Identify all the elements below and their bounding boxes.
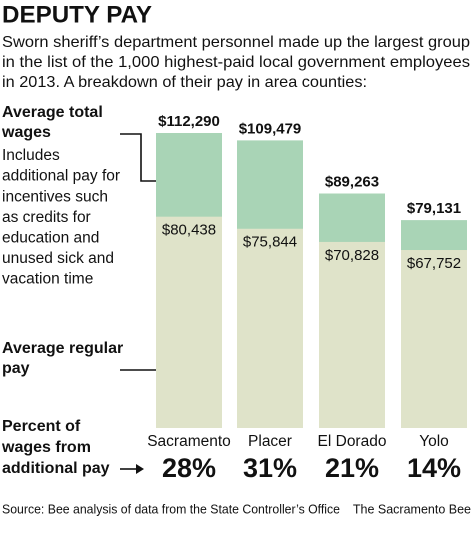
note-line: incentives such	[2, 188, 108, 205]
total-label: $89,263	[325, 173, 379, 190]
category-label: Yolo	[419, 433, 449, 450]
percent-value: 14%	[407, 453, 461, 483]
subtitle: in the list of the 1,000 highest-paid lo…	[2, 54, 470, 71]
category-label: El Dorado	[318, 433, 387, 450]
category-label: Sacramento	[147, 433, 231, 450]
regular-label: $75,844	[243, 234, 297, 251]
series-label-text: Average regular pay	[2, 340, 124, 377]
note-line: additional pay for	[2, 168, 120, 185]
series-label: Average total wages	[2, 104, 103, 141]
source: Source: Bee analysis of data from the St…	[2, 502, 340, 516]
bar	[401, 250, 467, 428]
note-line: education and	[2, 229, 99, 246]
total-label: $112,290	[158, 113, 220, 130]
total-label: $79,131	[407, 200, 461, 217]
subtitle: Sworn sheriff’s department personnel mad…	[2, 34, 470, 51]
bar	[319, 241, 385, 428]
subtitle: in 2013. A breakdown of their pay in are…	[2, 74, 367, 91]
series-label: Average regular pay	[2, 340, 124, 377]
regular-label: $80,438	[162, 222, 216, 239]
percent-value: 28%	[162, 453, 216, 483]
note-line: vacation time	[2, 271, 93, 288]
bar	[156, 216, 222, 428]
percent-value: 31%	[243, 453, 297, 483]
note-line: Includes	[2, 147, 60, 164]
percent-label: Percent of	[2, 418, 81, 435]
regular-label: $67,752	[407, 255, 461, 272]
percent-label: wages from	[1, 439, 91, 456]
credit: The Sacramento Bee	[353, 502, 471, 516]
chart-title: DEPUTY PAY	[2, 1, 152, 28]
category-label: Placer	[248, 433, 292, 450]
arrow-head	[136, 464, 144, 474]
bar	[237, 228, 303, 428]
regular-label: $70,828	[325, 247, 379, 264]
note-line: unused sick and	[2, 250, 114, 267]
total-label: $109,479	[239, 120, 302, 137]
note-line: as credits for	[2, 209, 91, 226]
percent-label: additional pay	[2, 460, 110, 477]
percent-value: 21%	[325, 453, 379, 483]
series-label-text: Average total wages	[2, 104, 103, 141]
